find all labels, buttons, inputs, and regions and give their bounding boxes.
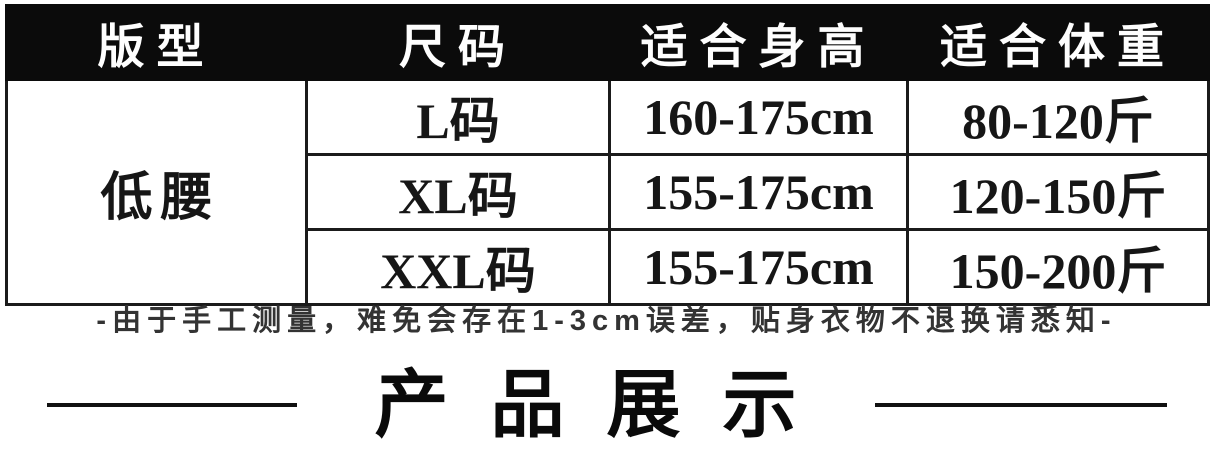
weight-range-cell: 120-150斤 <box>906 153 1210 231</box>
table-row-size-xl: XL码 155-175cm 120-150斤 <box>7 153 1210 231</box>
section-title: 产品展示 <box>374 363 839 446</box>
divider-line-right <box>874 403 1167 407</box>
table-row-size-l: 低腰 L码 160-175cm 80-120斤 <box>5 78 1210 306</box>
measurement-disclaimer-note: -由于手工测量，难免会存在1-3cm误差，贴身衣物不退换请悉知- <box>96 305 1117 337</box>
size-chart-table: 版型 尺码 适合身高 适合体重 低腰 L码 160-175cm 80-120斤 … <box>5 4 1210 306</box>
product-display-title-section: 产品展示 <box>0 360 1213 450</box>
weight-range-cell: 150-200斤 <box>906 228 1210 306</box>
column-header-weight: 适合体重 <box>906 4 1210 81</box>
weight-range-cell: 80-120斤 <box>906 78 1210 156</box>
column-header-fit-type: 版型 <box>5 4 308 81</box>
size-cell: XL码 <box>305 153 611 231</box>
size-cell: XXL码 <box>305 228 611 306</box>
fit-type-cell: 低腰 <box>5 78 308 306</box>
height-range-cell: 160-175cm <box>608 78 909 156</box>
divider-line-left <box>46 403 297 407</box>
size-chart-header-row: 版型 尺码 适合身高 适合体重 <box>5 4 1210 81</box>
column-header-height: 适合身高 <box>608 4 909 81</box>
size-cell: L码 <box>305 78 611 156</box>
table-row-size-xxl: XXL码 155-175cm 150-200斤 <box>7 228 1210 306</box>
height-range-cell: 155-175cm <box>608 153 909 231</box>
column-header-size: 尺码 <box>305 4 611 81</box>
height-range-cell: 155-175cm <box>608 228 909 306</box>
